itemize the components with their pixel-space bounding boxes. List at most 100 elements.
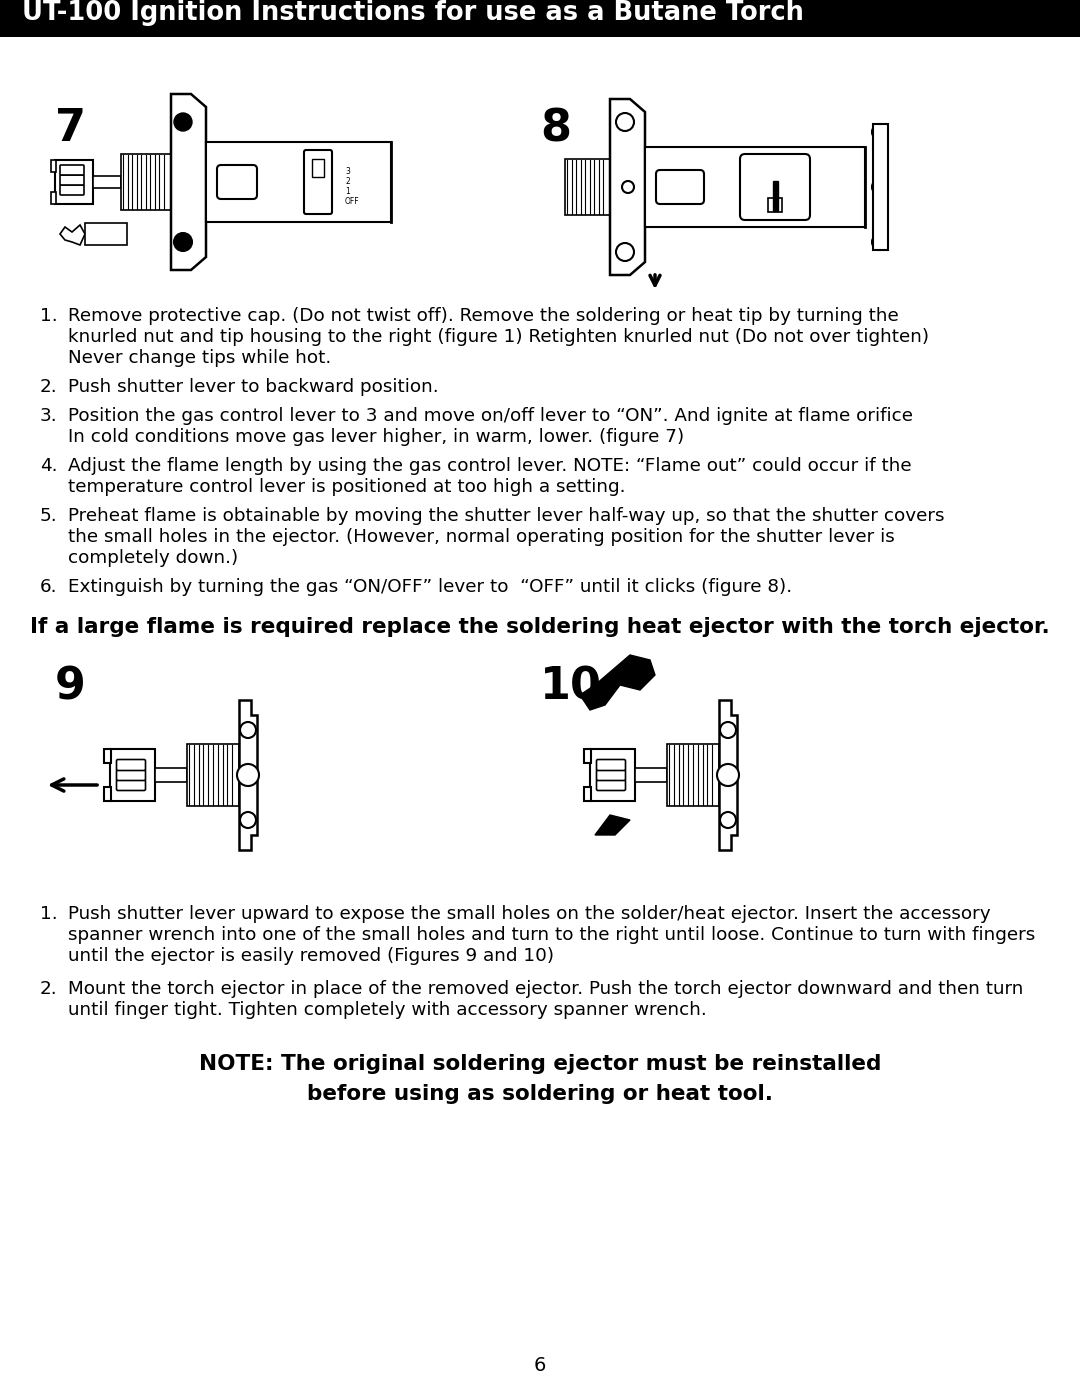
Bar [768, 198, 782, 212]
Text: 1: 1 [345, 187, 350, 197]
Bar [242, 771, 254, 780]
Circle shape [616, 243, 634, 261]
Text: Mount the torch ejector in place of the removed ejector. Push the torch ejector : Mount the torch ejector in place of the … [68, 981, 1024, 997]
Text: knurled nut and tip housing to the right (figure 1) Retighten knurled nut (Do no: knurled nut and tip housing to the right… [68, 328, 929, 346]
Text: 10: 10 [540, 665, 602, 708]
Circle shape [720, 722, 735, 738]
Polygon shape [595, 814, 630, 835]
Text: before using as soldering or heat tool.: before using as soldering or heat tool. [307, 1084, 773, 1104]
Circle shape [872, 124, 888, 140]
Bar [85, 224, 127, 244]
Text: the small holes in the ejector. (However, normal operating position for the shut: the small holes in the ejector. (However… [68, 528, 894, 546]
Polygon shape [580, 655, 654, 710]
Text: 2.: 2. [40, 379, 57, 395]
Text: 6: 6 [534, 1356, 546, 1375]
Text: 3.: 3. [40, 407, 57, 425]
Circle shape [717, 764, 739, 787]
Text: NOTE: The original soldering ejector must be reinstalled: NOTE: The original soldering ejector mus… [199, 1053, 881, 1074]
Polygon shape [60, 225, 85, 244]
Circle shape [720, 812, 735, 828]
Text: 2.: 2. [40, 981, 57, 997]
FancyBboxPatch shape [117, 760, 146, 771]
Bar [110, 749, 156, 800]
Bar [584, 749, 591, 763]
Bar [51, 161, 56, 172]
Text: UT-100 Ignition Instructions for use as a Butane Torch: UT-100 Ignition Instructions for use as … [22, 0, 804, 27]
FancyBboxPatch shape [303, 149, 332, 214]
Bar [51, 191, 56, 204]
Text: 7: 7 [55, 108, 86, 149]
Circle shape [872, 179, 888, 196]
Circle shape [174, 233, 192, 251]
Bar [55, 161, 93, 204]
Text: Extinguish by turning the gas “ON/OFF” lever to  “OFF” until it clicks (figure 8: Extinguish by turning the gas “ON/OFF” l… [68, 578, 792, 597]
FancyBboxPatch shape [60, 165, 84, 175]
Polygon shape [719, 700, 737, 849]
Text: until the ejector is easily removed (Figures 9 and 10): until the ejector is easily removed (Fig… [68, 947, 554, 965]
Bar [635, 768, 667, 782]
Text: 6.: 6. [40, 578, 57, 597]
Bar [104, 787, 111, 800]
Bar [156, 768, 187, 782]
Polygon shape [610, 99, 645, 275]
Bar [121, 154, 171, 210]
Text: 8: 8 [540, 108, 571, 149]
Text: 3: 3 [345, 168, 350, 176]
Text: spanner wrench into one of the small holes and turn to the right until loose. Co: spanner wrench into one of the small hol… [68, 926, 1036, 944]
Bar [584, 787, 591, 800]
FancyBboxPatch shape [740, 154, 810, 219]
FancyBboxPatch shape [117, 780, 146, 791]
Text: 1.: 1. [40, 905, 57, 923]
FancyBboxPatch shape [596, 760, 625, 771]
Bar [873, 124, 888, 250]
FancyBboxPatch shape [60, 175, 84, 184]
Text: 2: 2 [345, 177, 350, 187]
Bar [565, 159, 610, 215]
Text: 1.: 1. [40, 307, 57, 326]
Bar [0, 0, 1080, 36]
Text: 9: 9 [55, 665, 86, 708]
Text: Push shutter lever to backward position.: Push shutter lever to backward position. [68, 379, 438, 395]
Bar [667, 745, 719, 806]
Bar [187, 745, 239, 806]
Bar [206, 142, 391, 222]
Polygon shape [239, 700, 257, 849]
Bar [723, 771, 734, 780]
Text: OFF: OFF [345, 197, 360, 207]
Text: If a large flame is required replace the soldering heat ejector with the torch e: If a large flame is required replace the… [30, 617, 1050, 637]
Circle shape [240, 767, 256, 782]
Text: Never change tips while hot.: Never change tips while hot. [68, 349, 332, 367]
Text: 4.: 4. [40, 457, 57, 475]
Bar [773, 182, 778, 211]
Circle shape [872, 235, 888, 250]
Circle shape [622, 182, 634, 193]
FancyBboxPatch shape [596, 780, 625, 791]
FancyBboxPatch shape [656, 170, 704, 204]
Text: temperature control lever is positioned at too high a setting.: temperature control lever is positioned … [68, 478, 625, 496]
FancyBboxPatch shape [217, 165, 257, 198]
Bar [312, 159, 324, 177]
Text: until finger tight. Tighten completely with accessory spanner wrench.: until finger tight. Tighten completely w… [68, 1002, 706, 1018]
Text: 5.: 5. [40, 507, 57, 525]
Text: Position the gas control lever to 3 and move on/off lever to “ON”. And ignite at: Position the gas control lever to 3 and … [68, 407, 913, 425]
Circle shape [240, 722, 256, 738]
Bar [93, 176, 121, 189]
FancyBboxPatch shape [60, 184, 84, 196]
Circle shape [240, 812, 256, 828]
Text: completely down.): completely down.) [68, 549, 239, 567]
Bar [104, 749, 111, 763]
Circle shape [616, 113, 634, 131]
Circle shape [720, 767, 735, 782]
Polygon shape [171, 94, 206, 270]
Text: In cold conditions move gas lever higher, in warm, lower. (figure 7): In cold conditions move gas lever higher… [68, 427, 685, 446]
Bar [590, 749, 635, 800]
Text: Push shutter lever upward to expose the small holes on the solder/heat ejector. : Push shutter lever upward to expose the … [68, 905, 990, 923]
Text: Remove protective cap. (Do not twist off). Remove the soldering or heat tip by t: Remove protective cap. (Do not twist off… [68, 307, 899, 326]
Circle shape [237, 764, 259, 787]
Bar [645, 147, 865, 226]
Text: Preheat flame is obtainable by moving the shutter lever half-way up, so that the: Preheat flame is obtainable by moving th… [68, 507, 945, 525]
Circle shape [174, 113, 192, 131]
Text: Adjust the flame length by using the gas control lever. NOTE: “Flame out” could : Adjust the flame length by using the gas… [68, 457, 912, 475]
FancyBboxPatch shape [596, 770, 625, 781]
FancyBboxPatch shape [117, 770, 146, 781]
